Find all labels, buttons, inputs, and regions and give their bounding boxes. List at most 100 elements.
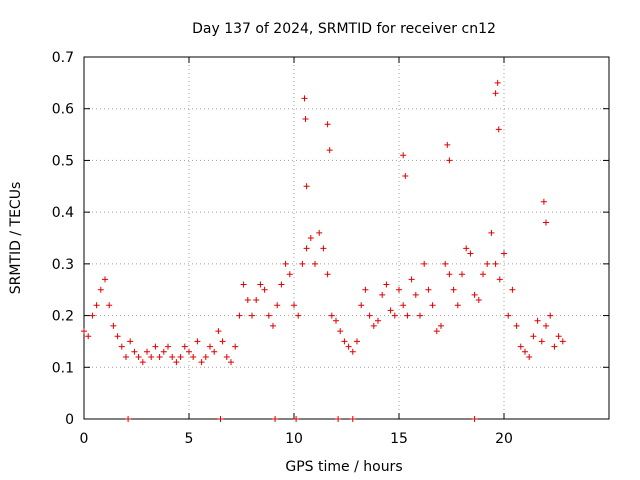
data-point <box>144 348 150 355</box>
data-point <box>362 286 369 293</box>
data-point <box>152 343 159 350</box>
data-point <box>349 416 356 422</box>
data-point <box>425 286 432 293</box>
data-point <box>303 183 310 190</box>
data-point <box>190 353 197 360</box>
data-point <box>538 338 545 345</box>
data-point <box>501 250 507 257</box>
data-point <box>402 172 409 179</box>
y-tick-label: 0.7 <box>52 50 74 66</box>
data-point <box>97 286 104 293</box>
data-point <box>295 312 302 319</box>
data-point <box>257 281 264 288</box>
data-point <box>400 302 407 309</box>
data-point <box>261 286 268 293</box>
data-point <box>450 286 457 293</box>
chart-title: Day 137 of 2024, SRMTID for receiver cn1… <box>192 21 496 37</box>
data-point <box>370 322 377 329</box>
y-tick-label: 0.1 <box>52 360 74 376</box>
y-tick-label: 0 <box>65 412 74 428</box>
data-point <box>102 276 108 283</box>
data-point <box>467 250 474 257</box>
data-point <box>118 343 125 350</box>
data-point <box>326 147 333 154</box>
data-point <box>253 297 260 304</box>
data-point <box>316 229 323 236</box>
grid <box>84 57 609 419</box>
data-point <box>349 348 356 355</box>
data-point <box>429 302 436 309</box>
data-point <box>148 353 155 360</box>
data-point <box>202 353 209 360</box>
data-point <box>240 281 247 288</box>
data-point <box>217 416 224 422</box>
data-point <box>412 291 419 298</box>
data-point <box>265 312 272 319</box>
data-point <box>408 276 415 283</box>
data-point <box>341 338 348 345</box>
x-tick-label: 0 <box>80 431 89 447</box>
data-point <box>438 322 444 329</box>
data-point <box>274 302 281 309</box>
data-point <box>492 260 499 267</box>
data-point <box>526 353 533 360</box>
data-point <box>400 152 407 159</box>
data-point <box>509 286 516 293</box>
data-point <box>85 333 92 340</box>
data-point <box>459 271 465 278</box>
data-point <box>555 333 562 340</box>
x-tick-label: 5 <box>185 431 194 447</box>
data-point <box>324 121 331 128</box>
data-point <box>219 338 226 345</box>
data-point <box>123 353 129 360</box>
data-point <box>89 312 96 319</box>
data-point <box>228 359 234 366</box>
data-point <box>366 312 373 319</box>
data-points <box>81 79 566 422</box>
data-point <box>194 338 201 345</box>
data-point <box>551 343 558 350</box>
data-point <box>335 416 342 422</box>
data-point <box>328 312 335 319</box>
data-point <box>131 348 138 355</box>
data-point <box>303 245 310 252</box>
y-tick-label: 0.6 <box>52 102 74 118</box>
data-point <box>299 260 306 267</box>
data-point <box>543 322 549 329</box>
y-tick-label: 0.2 <box>52 309 74 325</box>
data-point <box>475 297 482 304</box>
data-point <box>156 353 163 360</box>
data-point <box>110 322 117 329</box>
data-point <box>444 141 451 148</box>
data-point <box>358 302 365 309</box>
data-point <box>421 260 428 267</box>
data-point <box>301 95 308 102</box>
data-point <box>106 302 113 309</box>
data-point <box>522 348 528 355</box>
data-point <box>139 359 146 366</box>
data-point <box>396 286 402 293</box>
data-point <box>160 348 167 355</box>
data-point <box>223 353 230 360</box>
data-point <box>543 219 549 226</box>
y-tick-label: 0.5 <box>52 153 74 169</box>
data-point <box>282 260 289 267</box>
data-point <box>495 126 502 133</box>
data-point <box>181 343 188 350</box>
data-point <box>383 281 390 288</box>
data-point <box>484 260 491 267</box>
data-point <box>127 338 134 345</box>
data-point <box>312 260 318 267</box>
x-tick-label: 10 <box>285 431 303 447</box>
data-point <box>81 328 87 335</box>
data-point <box>169 353 176 360</box>
data-point <box>125 416 132 422</box>
data-point <box>186 348 192 355</box>
data-point <box>293 416 300 422</box>
data-point <box>270 322 276 329</box>
data-point <box>135 353 142 360</box>
x-axis-label: GPS time / hours <box>285 459 402 475</box>
y-tick-label: 0.3 <box>52 257 74 273</box>
data-point <box>446 157 453 164</box>
